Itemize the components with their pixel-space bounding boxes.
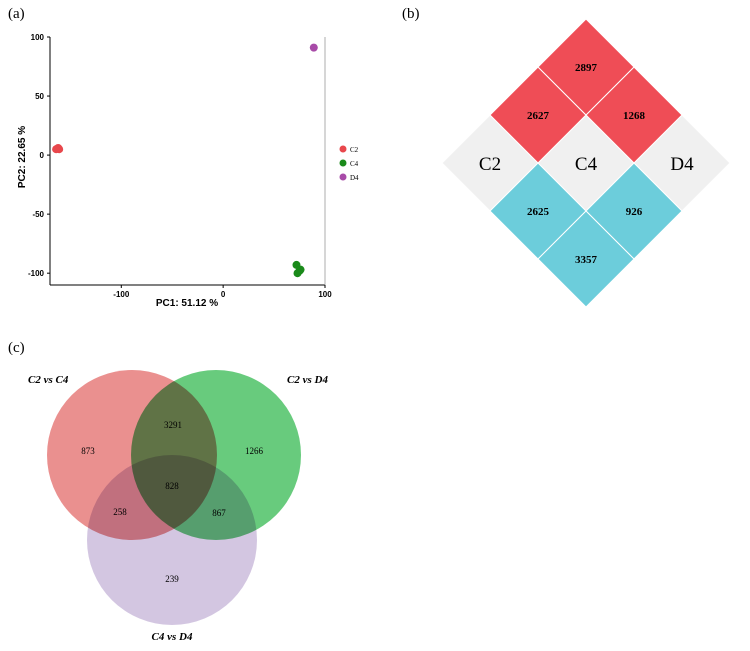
legend-label-C2: C2 [350,146,359,154]
legend-marker-C2 [339,145,347,153]
panel-a-label: (a) [8,6,25,22]
group-label-D4: D4 [670,154,694,175]
group-label-C2: C2 [479,154,501,175]
venn-circles [47,370,301,625]
set-c2-vs-c4-name: C2 vs C4 [28,374,69,386]
y-tick-label: -100 [28,269,45,278]
y-tick-label: 0 [40,151,45,160]
pca-points [52,43,318,278]
x-tick-label: -100 [113,290,130,299]
group-label-C4: C4 [575,154,598,175]
legend-label-D4: D4 [350,174,359,182]
scatter-point-C2 [52,145,61,154]
pca-y-axis-label: PC2: 22.65 % [17,126,28,188]
region-only-c2-vs-d4: 1266 [245,446,264,456]
region-c2d4-c4d4: 867 [212,508,226,518]
pca-legend: C2 C4 D4 [339,145,359,182]
region-only-c4-vs-d4: 239 [165,574,179,584]
diamond-cells [441,18,731,308]
upper-value-C4-D4: 1268 [623,110,646,122]
lower-value-C2-D4: 3357 [575,254,598,266]
upper-cell-C2-D4 [537,18,635,116]
y-tick-label: 100 [31,33,45,42]
upper-value-C2-C4: 2627 [527,110,550,122]
y-tick-label: 50 [35,92,44,101]
pca-scatter-chart: -100 -50 0 50 100 -100 0 100 C2 C4 D4 PC1: 51.12 … [17,33,359,309]
legend-marker-D4 [339,173,347,181]
scatter-point-C4 [295,266,304,275]
diamond-labels: C2 C4 D4 2627 1268 2897 2625 926 3357 [479,62,694,266]
set-c4-vs-d4-circle [87,455,257,625]
x-tick-label: 0 [221,290,226,299]
legend-marker-C4 [339,159,347,167]
lower-value-C2-C4: 2625 [527,206,550,218]
upper-value-C2-D4: 2897 [575,62,598,74]
set-c2-vs-d4-name: C2 vs D4 [287,374,328,386]
panel-c-label: (c) [8,340,25,356]
y-tick-label: -50 [32,210,44,219]
pca-x-axis-label: PC1: 51.12 % [156,298,218,309]
diamond-comparison-matrix: C2 C4 D4 2627 1268 2897 2625 926 3357 [441,18,731,308]
panel-b-label: (b) [402,6,420,22]
region-all: 828 [165,481,179,491]
region-c2c4-c2d4: 3291 [164,420,182,430]
scatter-point-D4 [309,43,318,52]
lower-value-C4-D4: 926 [626,206,643,218]
lower-cell-C2-D4 [537,210,635,308]
region-c2c4-c4d4: 258 [113,507,127,517]
set-c4-vs-d4-name: C4 vs D4 [152,631,193,643]
venn-diagram: C2 vs C4 C2 vs D4 C4 vs D4 873 1266 239 3291 25… [28,370,328,643]
x-tick-label: 100 [318,290,332,299]
venn-labels: C2 vs C4 C2 vs D4 C4 vs D4 873 1266 239 3291 25… [28,374,328,643]
region-only-c2-vs-c4: 873 [81,446,95,456]
pca-axes: -100 -50 0 50 100 -100 0 100 [28,33,332,299]
legend-label-C4: C4 [350,160,359,168]
